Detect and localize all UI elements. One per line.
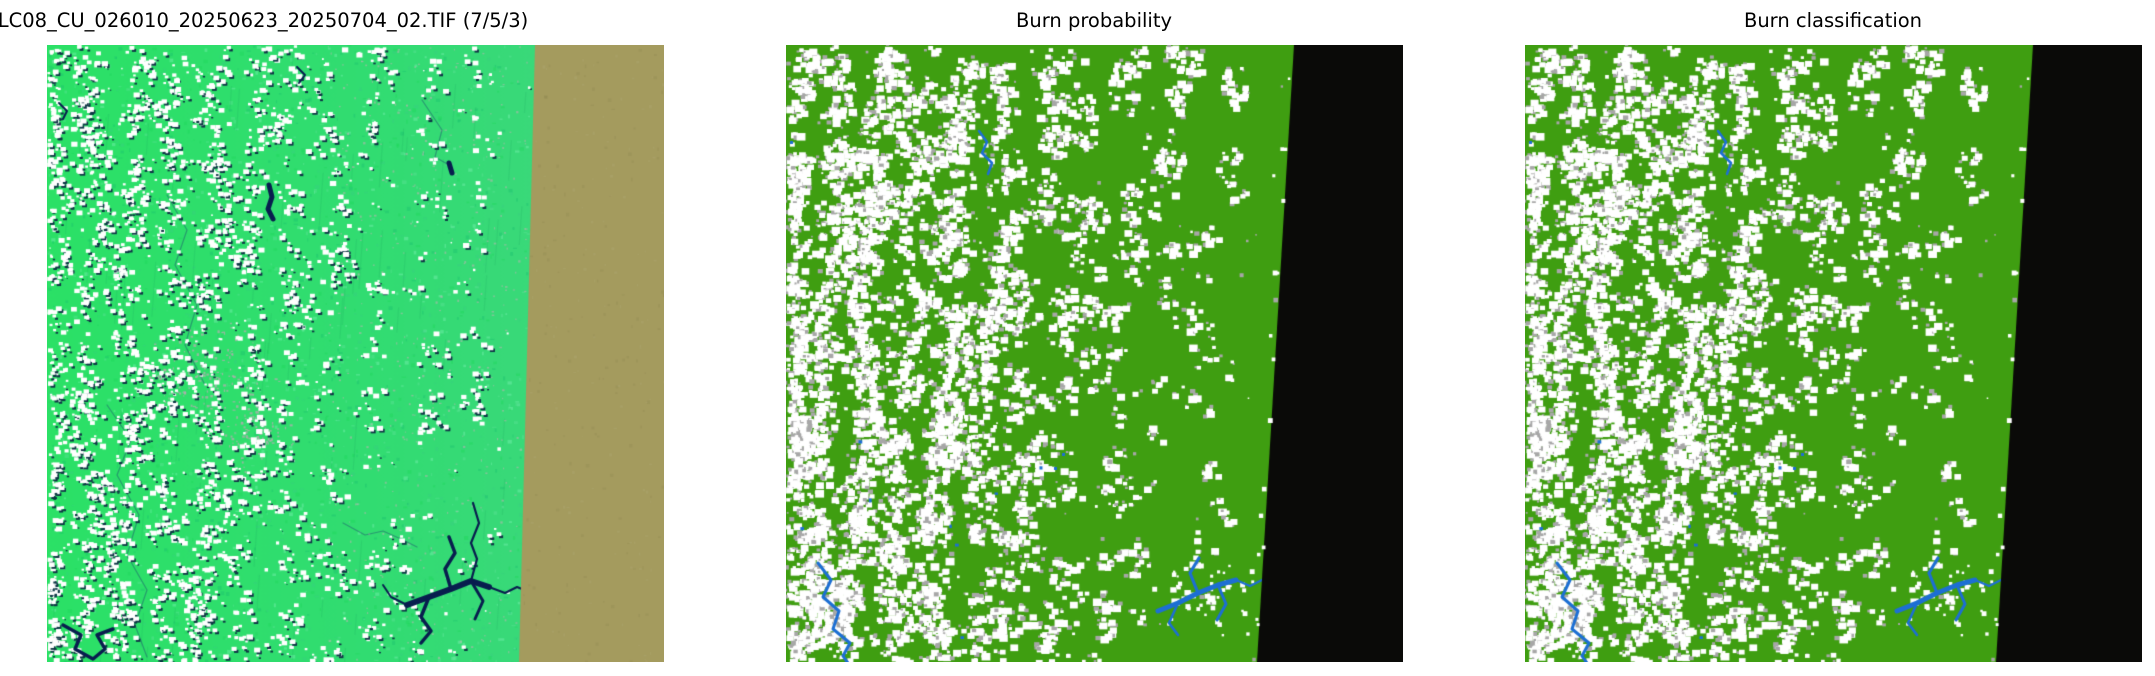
burn-classification-title: Burn classification (1743, 9, 1923, 32)
burn-probability-map-image (786, 45, 1403, 662)
burn-classification-map-image (1525, 45, 2142, 662)
burn-probability-title: Burn probability (1015, 9, 1173, 32)
panel-burn-classification (1525, 45, 2142, 662)
scene-title: LC08_CU_026010_20250623_20250704_02.TIF … (0, 9, 529, 32)
panel-scene (47, 45, 664, 662)
landsat-scene-image (47, 45, 664, 662)
panel-burn-probability (786, 45, 1403, 662)
